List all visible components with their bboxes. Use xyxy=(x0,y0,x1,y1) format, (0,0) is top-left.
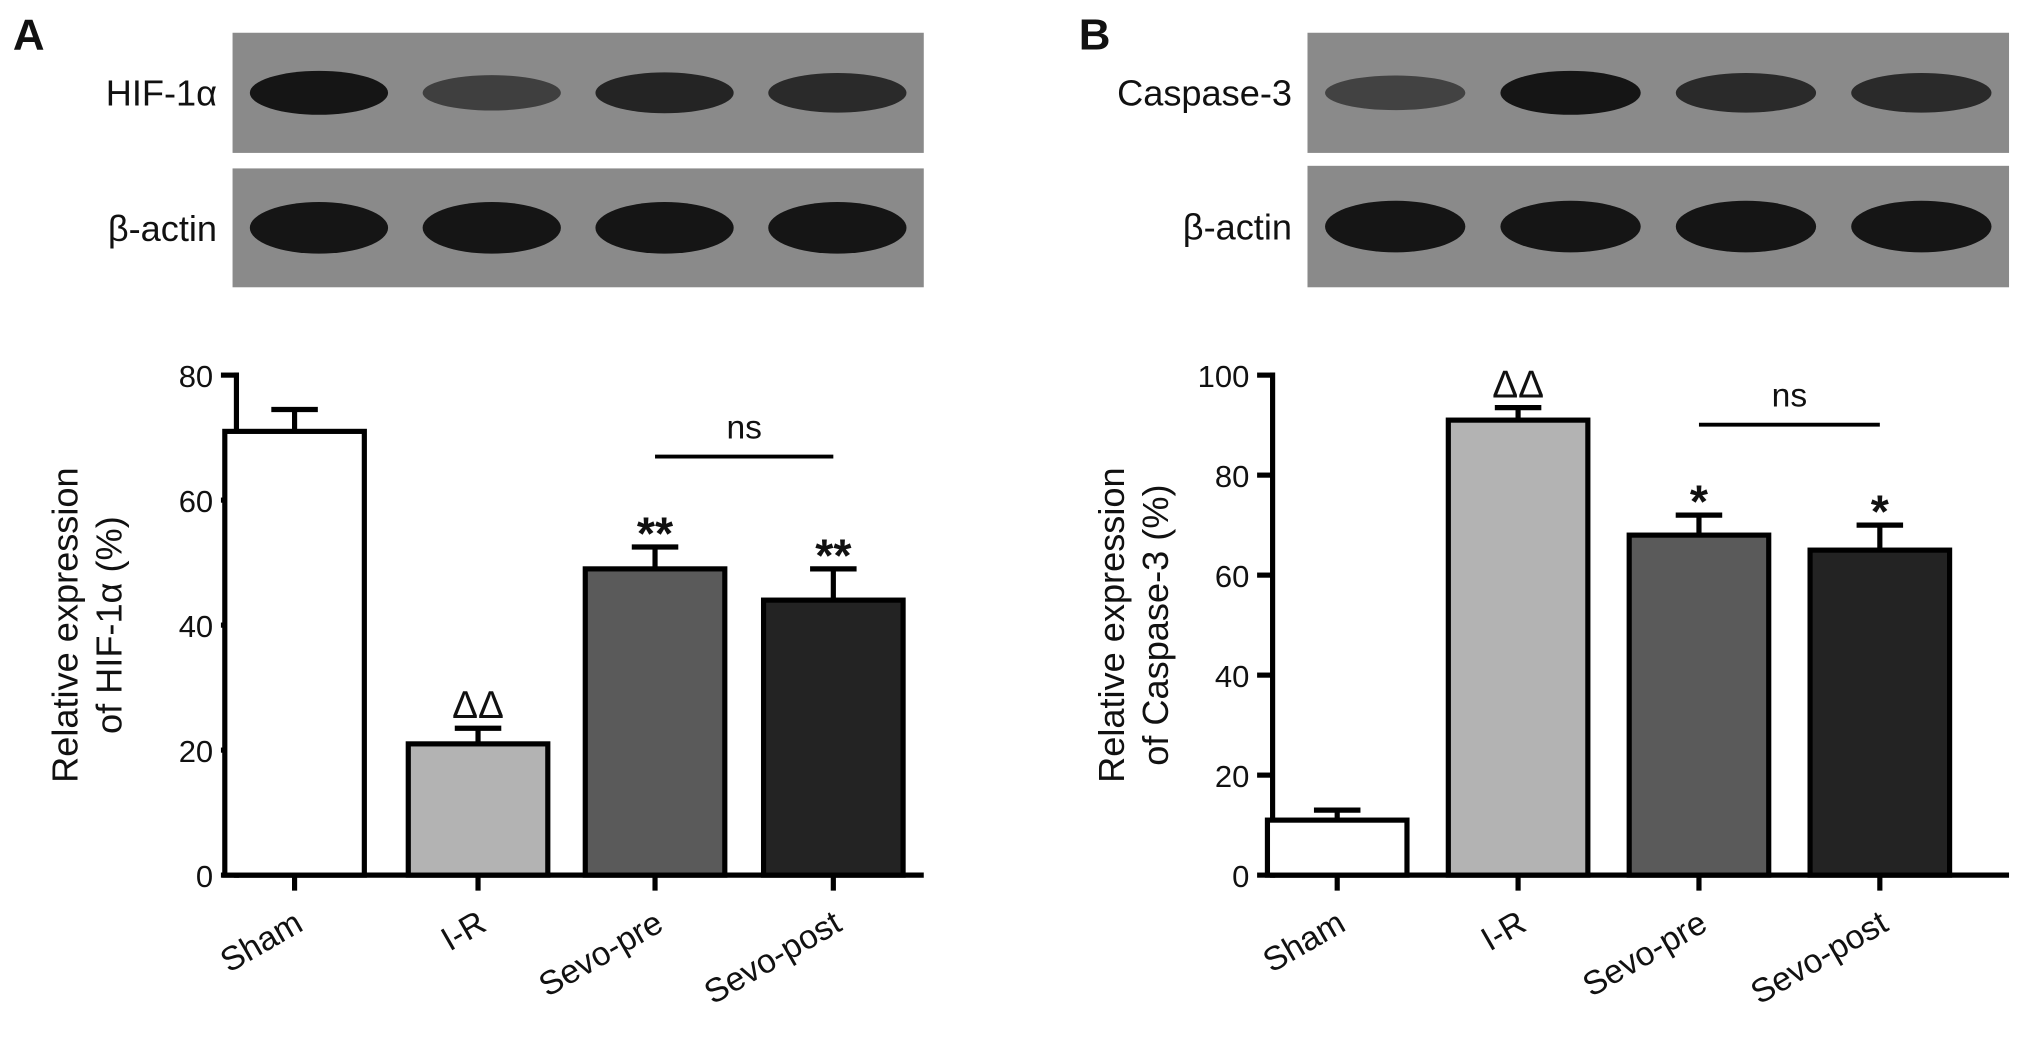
panel-label: B xyxy=(1079,11,1111,60)
y-tick-label: 40 xyxy=(1215,659,1249,694)
y-tick-label: 0 xyxy=(1232,859,1249,894)
x-tick-label: Sham xyxy=(214,904,308,980)
y-tick-label: 20 xyxy=(179,734,213,769)
bracket-label: ns xyxy=(726,409,761,446)
x-tick-label: Sham xyxy=(1257,904,1351,980)
blot-band xyxy=(1675,73,1817,113)
y-tick-label: 80 xyxy=(179,359,213,394)
y-axis-label: Relative expression xyxy=(1091,467,1132,783)
blot-band xyxy=(595,72,734,114)
x-tick-label: I-R xyxy=(435,904,492,958)
x-tick-label: Sevo-post xyxy=(698,904,848,1012)
x-tick-label: I-R xyxy=(1475,904,1532,958)
y-tick-label: 100 xyxy=(1198,359,1250,394)
y-tick-label: 0 xyxy=(196,859,213,894)
blot-label: β-actin xyxy=(1183,206,1292,247)
blot-band xyxy=(1851,73,1992,113)
panel-label: A xyxy=(13,11,45,60)
blot-label: Caspase-3 xyxy=(1117,73,1292,114)
blot-band xyxy=(768,202,907,254)
x-tick-label: Sevo-post xyxy=(1745,904,1895,1012)
significance-label: ΔΔ xyxy=(452,684,504,727)
x-tick-label: Sevo-pre xyxy=(533,904,669,1004)
y-tick-label: 40 xyxy=(179,609,213,644)
x-tick-label: Sevo-pre xyxy=(1577,904,1713,1004)
y-tick-label: 20 xyxy=(1215,759,1249,794)
bar xyxy=(1445,417,1591,878)
bar xyxy=(1626,532,1772,878)
bar xyxy=(222,428,367,878)
significance-label: * xyxy=(1690,476,1709,528)
bar xyxy=(1264,817,1410,878)
blot-band xyxy=(1325,75,1466,111)
y-tick-label: 80 xyxy=(1215,459,1249,494)
blot-band xyxy=(422,75,561,111)
blot-band xyxy=(249,70,389,115)
significance-label: ΔΔ xyxy=(1492,363,1544,406)
y-tick-label: 60 xyxy=(1215,559,1249,594)
blot-label: β-actin xyxy=(108,208,217,249)
blot-band xyxy=(595,202,734,254)
significance-label: * xyxy=(1871,486,1890,538)
y-axis-label: of Caspase-3 (%) xyxy=(1135,484,1176,765)
y-axis-label: of HIF-1α (%) xyxy=(88,516,129,734)
blot-band xyxy=(768,73,907,113)
bar xyxy=(405,741,551,878)
bracket-label: ns xyxy=(1772,378,1807,415)
blot-band xyxy=(1851,200,1992,253)
blot-band xyxy=(1500,70,1641,115)
blot-band xyxy=(1500,200,1641,253)
bar xyxy=(760,597,906,878)
blot-band xyxy=(1675,200,1817,253)
significance-label: ** xyxy=(637,508,674,560)
blot-label: HIF-1α xyxy=(106,73,217,114)
bar xyxy=(1807,547,1953,878)
y-tick-label: 60 xyxy=(179,484,213,519)
y-axis-label: Relative expression xyxy=(45,467,86,783)
blot-band xyxy=(1325,200,1466,253)
significance-label: ** xyxy=(815,529,852,581)
bar xyxy=(582,566,728,878)
blot-band xyxy=(249,202,389,254)
blot-band xyxy=(422,202,561,254)
